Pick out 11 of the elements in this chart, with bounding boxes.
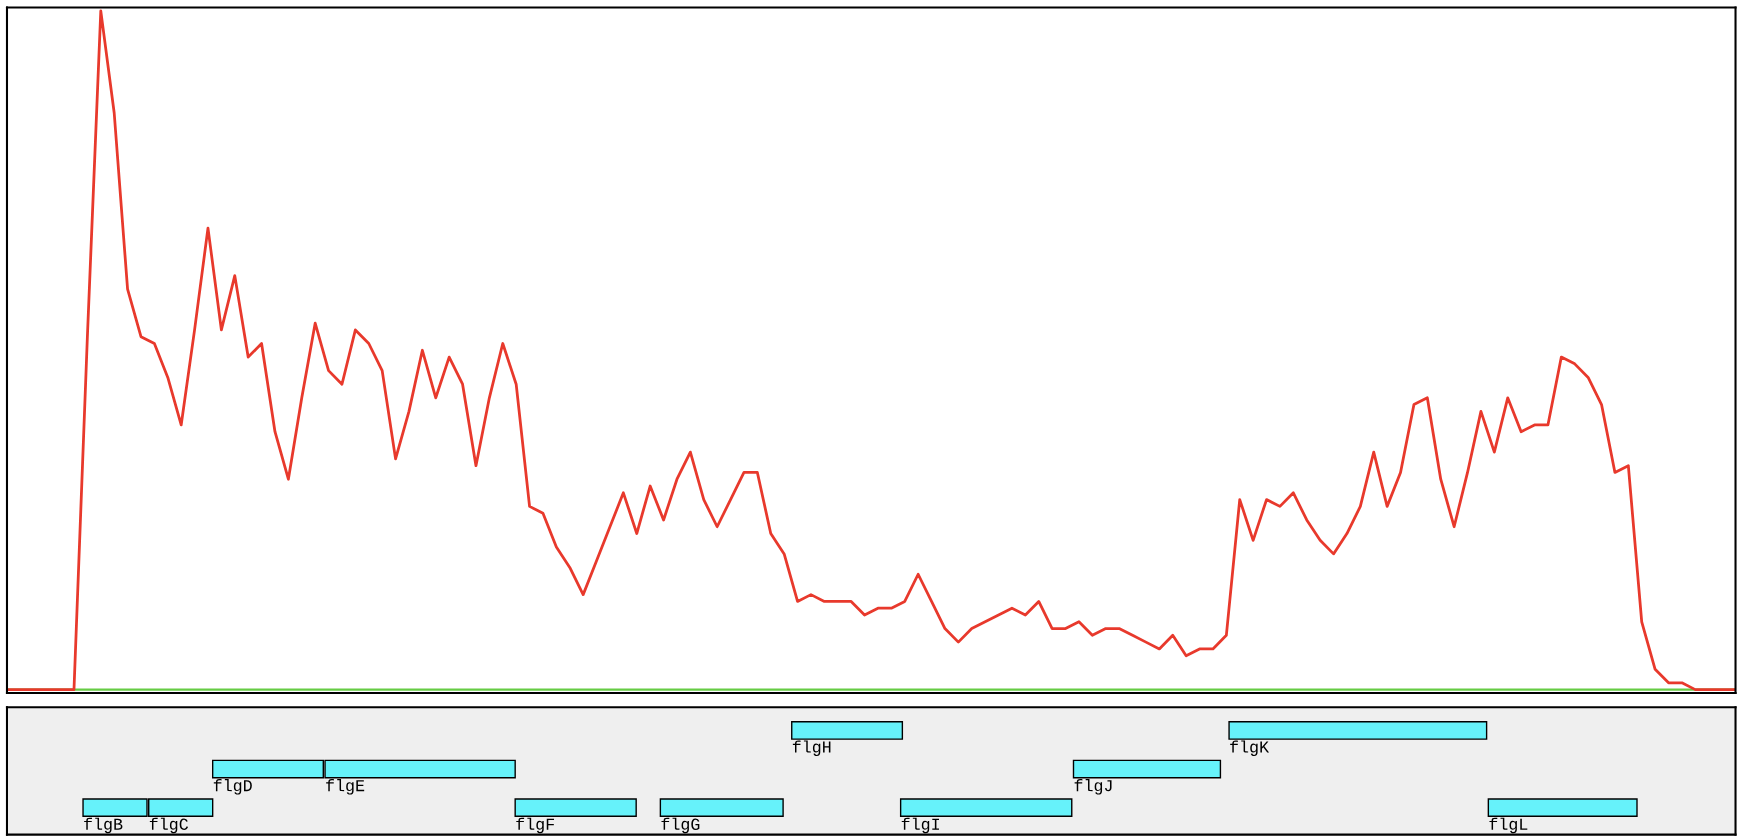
text: flgD (213, 779, 252, 795)
text: flgF (516, 817, 555, 834)
text: flgJ (1074, 779, 1112, 795)
text: flgB (84, 817, 123, 834)
text: flgC (149, 817, 189, 834)
text: flgI (901, 817, 939, 834)
text: flgK (1230, 740, 1270, 756)
text: flgG (661, 817, 700, 834)
text: flgH (792, 740, 831, 756)
text: flgE (326, 779, 365, 795)
text: flgL (1489, 817, 1528, 834)
